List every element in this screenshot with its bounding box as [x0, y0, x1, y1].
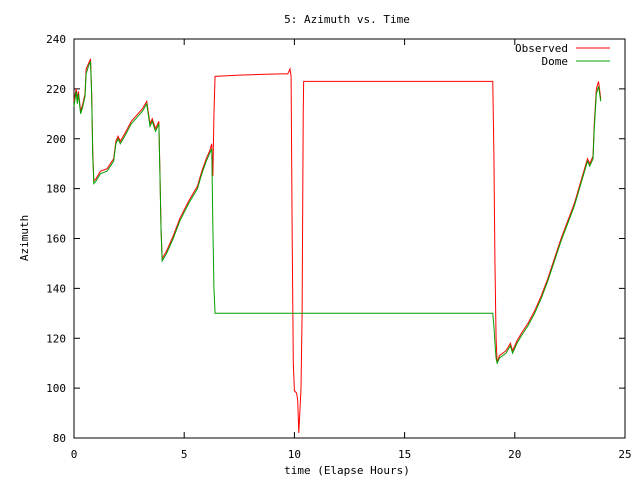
y-axis-label: Azimuth	[18, 215, 31, 261]
y-tick-label: 100	[46, 382, 66, 395]
plot-frame	[73, 38, 626, 439]
series-line-dome	[73, 61, 602, 365]
x-tick-label: 0	[71, 448, 78, 461]
y-axis: 80 100 120 140 160 180 200 220 240	[46, 33, 625, 445]
x-axis: 0 5 10 15 20 25	[71, 39, 632, 461]
chart-title: 5: Azimuth vs. Time	[284, 13, 410, 26]
x-tick-label: 10	[288, 448, 301, 461]
x-tick-label: 25	[618, 448, 631, 461]
x-tick-label: 5	[181, 448, 188, 461]
x-axis-label: time (Elapse Hours)	[284, 464, 410, 477]
legend-label-observed: Observed	[515, 42, 568, 55]
x-tick-label: 20	[508, 448, 521, 461]
series-line-observed	[73, 58, 602, 434]
y-tick-label: 180	[46, 183, 66, 196]
legend: Observed Dome	[515, 42, 610, 68]
legend-label-dome: Dome	[542, 55, 569, 68]
series-layer	[73, 58, 602, 434]
y-tick-label: 120	[46, 332, 66, 345]
x-tick-label: 15	[398, 448, 411, 461]
y-tick-label: 200	[46, 133, 66, 146]
y-tick-label: 80	[53, 432, 66, 445]
y-tick-label: 160	[46, 233, 66, 246]
y-tick-label: 140	[46, 282, 66, 295]
y-tick-label: 240	[46, 33, 66, 46]
y-tick-label: 220	[46, 83, 66, 96]
